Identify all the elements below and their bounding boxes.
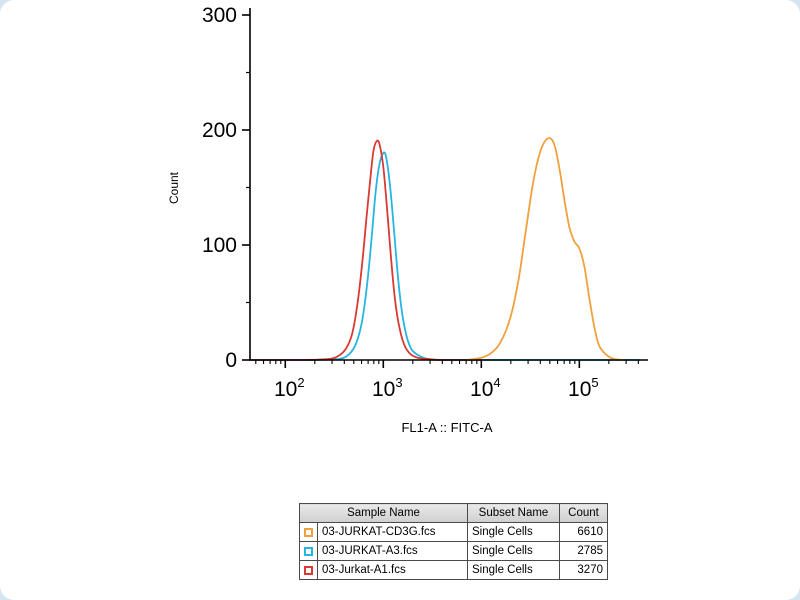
count-cell: 2785 — [559, 541, 608, 561]
legend-table-container: Sample Name Subset Name Count 03-JURKAT-… — [299, 503, 608, 580]
tick-label-layer: 0 100 200 300 102 103 104 105 — [202, 4, 599, 401]
series-color-swatch-icon — [304, 527, 313, 537]
svg-text:103: 103 — [372, 375, 403, 401]
svg-text:300: 300 — [202, 4, 237, 27]
svg-text:104: 104 — [470, 375, 501, 401]
subset-name-cell: Single Cells — [467, 522, 560, 542]
y-axis-label: Count — [167, 171, 181, 204]
subset-name-cell: Single Cells — [467, 560, 560, 580]
header-count: Count — [559, 503, 608, 523]
svg-text:100: 100 — [202, 234, 237, 257]
legend-row-a1: 03-Jurkat-A1.fcs Single Cells 3270 — [299, 560, 608, 580]
count-cell: 6610 — [559, 522, 608, 542]
svg-text:200: 200 — [202, 119, 237, 142]
tick-layer — [242, 14, 639, 368]
svg-text:0: 0 — [225, 349, 237, 372]
legend-table: Sample Name Subset Name Count 03-JURKAT-… — [299, 503, 608, 580]
x-axis-label: FL1-A :: FITC-A — [401, 420, 492, 435]
series-color-swatch-icon — [304, 565, 313, 575]
sample-name-cell: 03-Jurkat-A1.fcs — [317, 560, 468, 580]
count-cell: 3270 — [559, 560, 608, 580]
header-subset-name: Subset Name — [467, 503, 560, 523]
legend-row-cd3g: 03-JURKAT-CD3G.fcs Single Cells 6610 — [299, 522, 608, 542]
svg-text:105: 105 — [568, 375, 599, 401]
series-color-swatch-icon — [304, 546, 313, 556]
subset-name-cell: Single Cells — [467, 541, 560, 561]
sample-name-cell: 03-JURKAT-CD3G.fcs — [317, 522, 468, 542]
axis-layer — [249, 8, 648, 361]
sample-name-cell: 03-JURKAT-A3.fcs — [317, 541, 468, 561]
curve-layer — [249, 137, 641, 361]
header-sample-name: Sample Name — [299, 503, 468, 523]
svg-text:102: 102 — [274, 375, 305, 401]
legend-header-row: Sample Name Subset Name Count — [299, 503, 608, 523]
legend-row-a3: 03-JURKAT-A3.fcs Single Cells 2785 — [299, 541, 608, 561]
